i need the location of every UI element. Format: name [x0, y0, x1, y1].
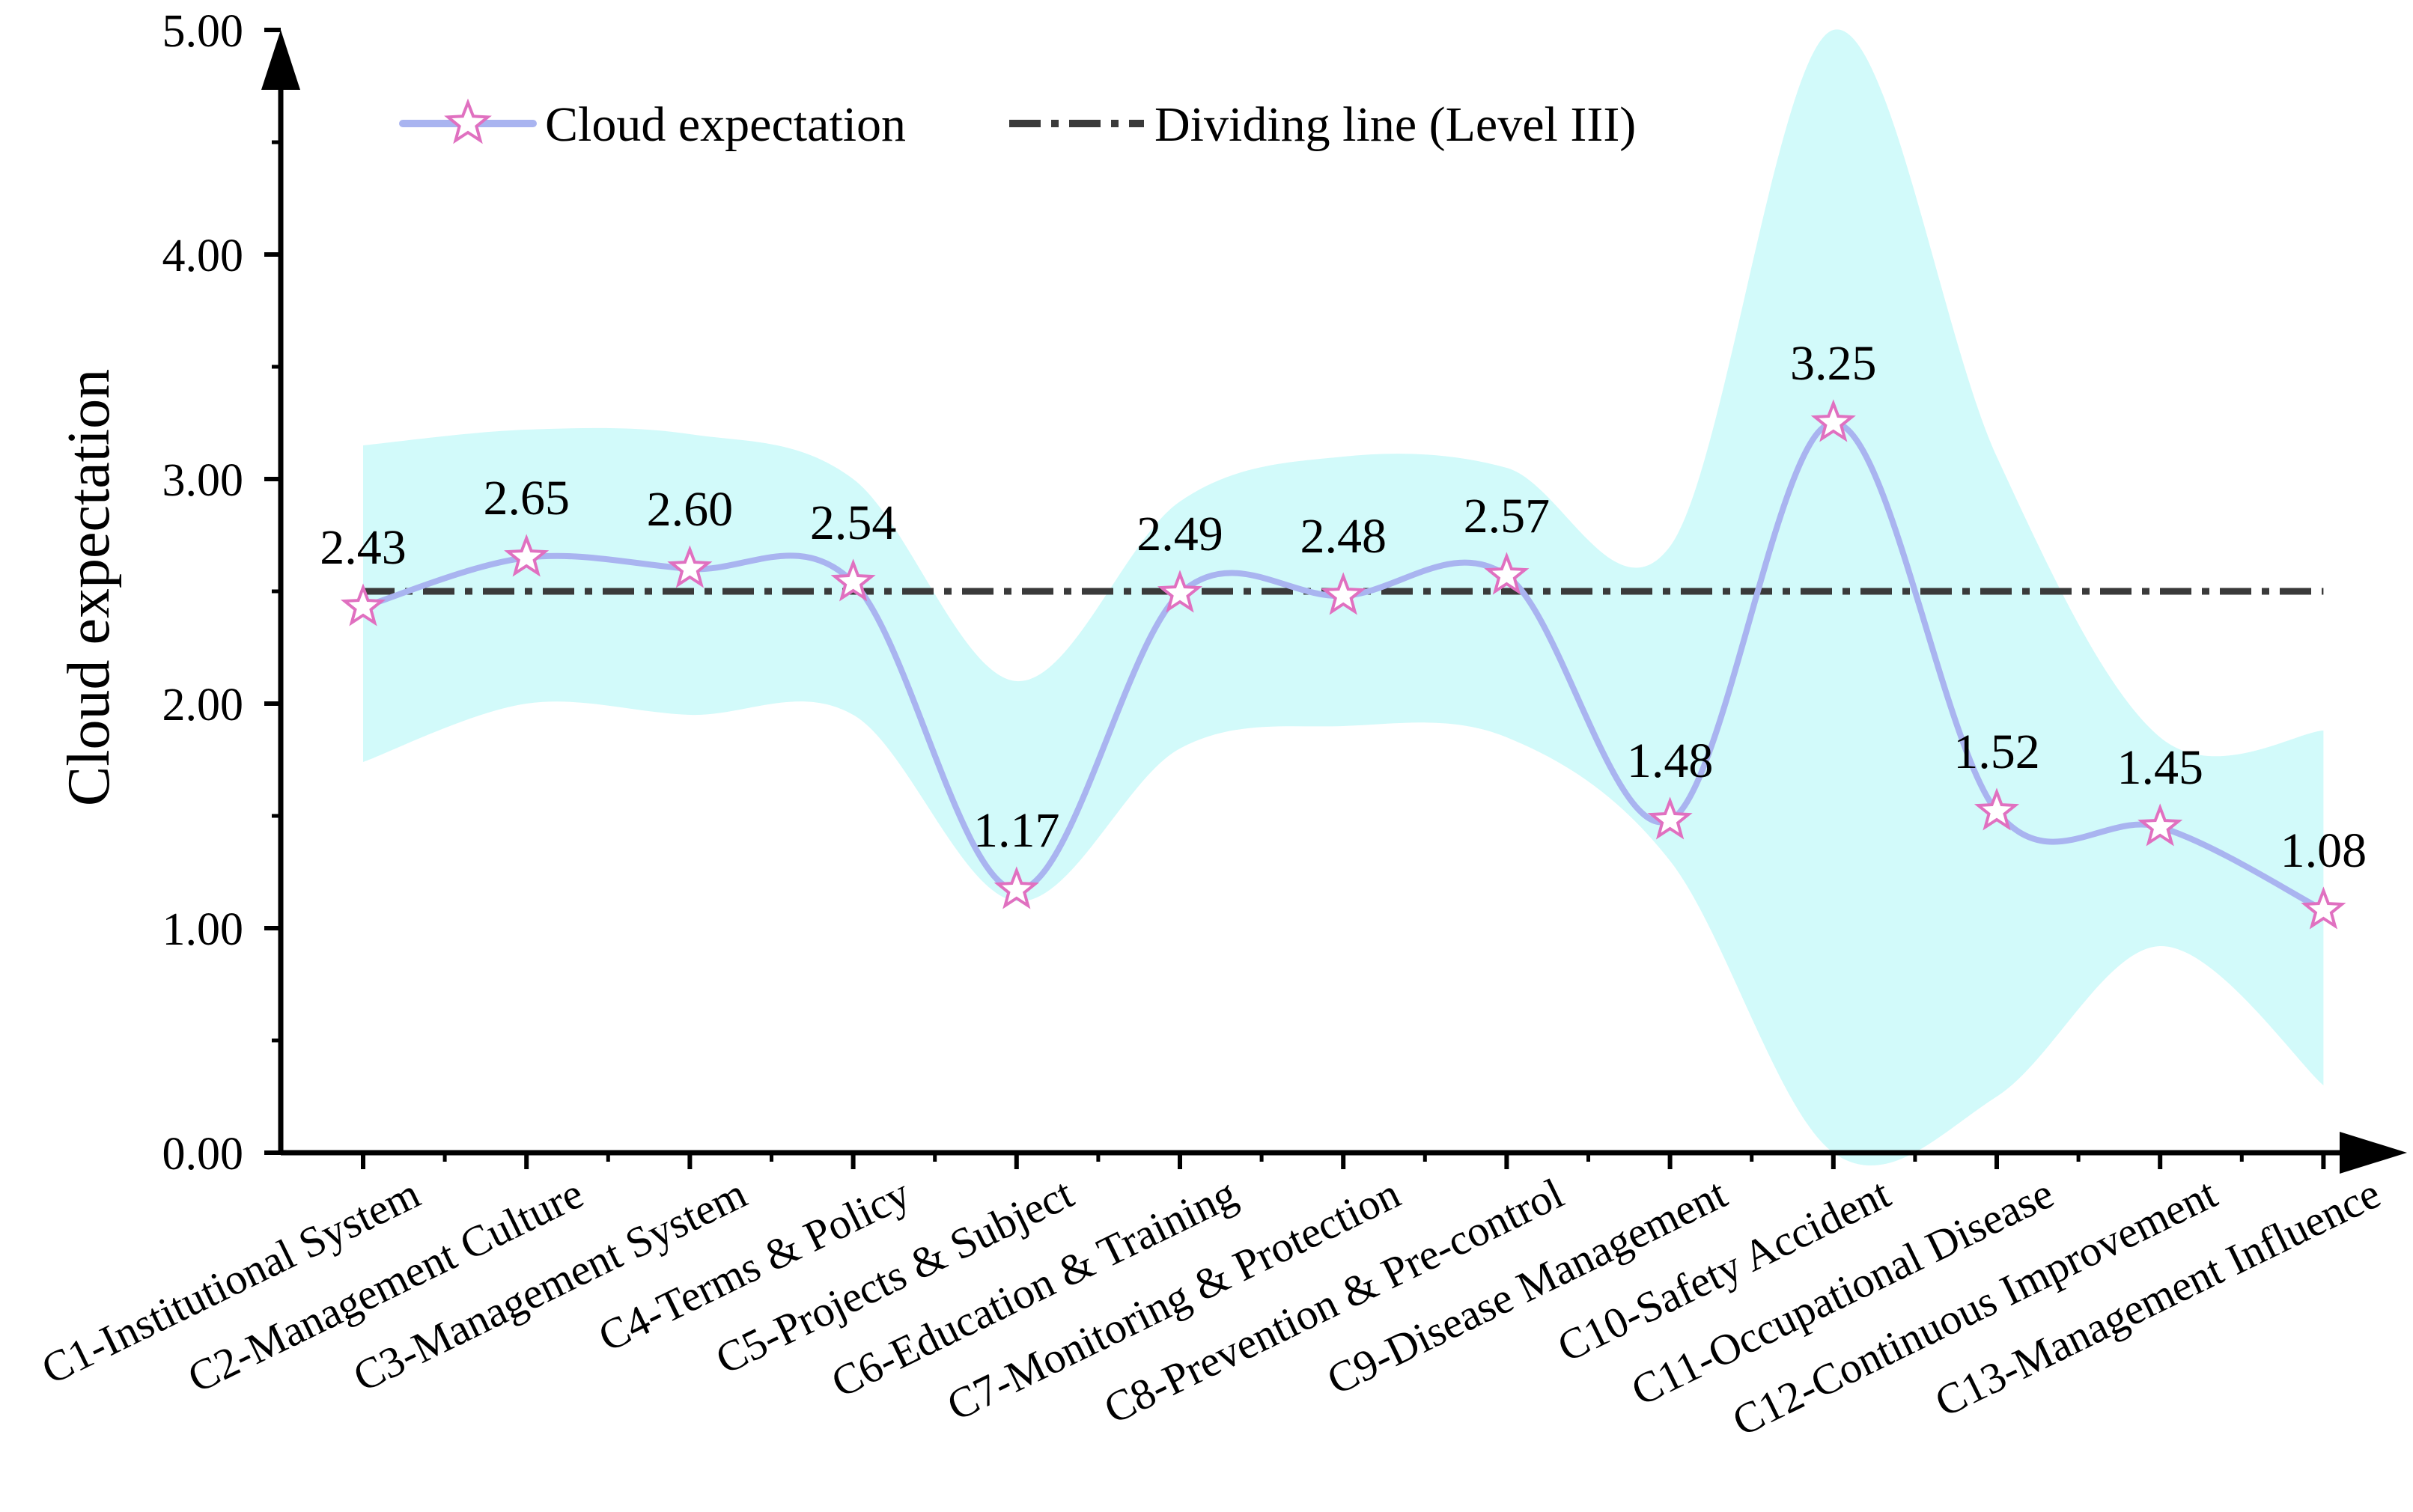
data-label-8: 2.57: [1464, 489, 1551, 543]
legend-star-icon: [444, 98, 492, 144]
data-label-layer: 2.43 2.65 2.60 2.54 1.17 2.49 2.48 2.57 1.48 3.25…: [320, 336, 2367, 878]
data-label-6: 2.49: [1136, 507, 1223, 561]
data-point-2: [504, 534, 550, 577]
y-tick-label: 2.00: [162, 680, 244, 731]
data-point-5: [994, 866, 1039, 909]
data-point-4: [830, 558, 876, 602]
data-point-12: [2137, 803, 2183, 847]
data-point-1: [340, 583, 386, 627]
data-label-10: 3.25: [1790, 336, 1877, 391]
data-point-10: [1810, 399, 1856, 442]
y-axis-title: Cloud expectation: [56, 369, 122, 806]
legend-label-cloud-expectation: Cloud expectation: [545, 97, 906, 152]
y-tick-label: 1.00: [162, 904, 244, 955]
data-label-13: 1.08: [2280, 823, 2367, 878]
y-tick-label: 3.00: [162, 455, 244, 506]
data-point-7: [1321, 572, 1366, 615]
data-label-3: 2.60: [647, 482, 734, 537]
data-point-11: [1974, 787, 2020, 831]
series-layer: [340, 399, 2346, 930]
data-point-8: [1484, 552, 1530, 595]
y-tick-label: 5.00: [162, 6, 244, 57]
data-point-3: [667, 545, 713, 588]
legend-label-dividing-line: Dividing line (Level III): [1154, 97, 1636, 152]
axes-layer: [261, 30, 2407, 1174]
data-label-5: 1.17: [973, 803, 1060, 858]
y-tick-label: 4.00: [162, 231, 244, 281]
y-axis-arrow: [261, 30, 300, 90]
data-point-13: [2301, 886, 2346, 930]
data-point-6: [1157, 570, 1203, 613]
data-label-9: 1.48: [1627, 734, 1714, 788]
series-line-cloud-expectation: [362, 419, 2325, 913]
data-label-2: 2.65: [483, 471, 570, 525]
data-point-9: [1647, 796, 1693, 840]
data-label-4: 2.54: [810, 496, 897, 550]
data-label-7: 2.48: [1300, 509, 1387, 564]
data-label-12: 1.45: [2117, 740, 2203, 795]
data-label-1: 2.43: [320, 520, 407, 575]
y-tick-label: 0.00: [162, 1129, 244, 1180]
data-label-11: 1.52: [1953, 725, 2040, 779]
legend: Cloud expectation Dividing line (Level I…: [399, 97, 1636, 152]
x-axis-arrow: [2340, 1132, 2407, 1174]
